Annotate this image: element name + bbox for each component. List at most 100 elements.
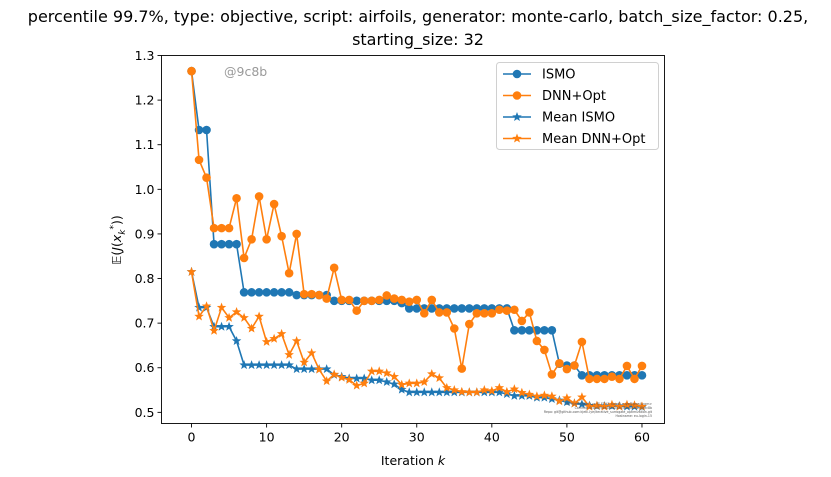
- data-point: [337, 295, 346, 305]
- data-point: [307, 289, 316, 299]
- data-point: [246, 323, 257, 333]
- data-point: [465, 319, 474, 329]
- data-point: [539, 390, 550, 400]
- data-point: [321, 376, 332, 386]
- data-point: [277, 231, 286, 241]
- y-tick-label: 0.6: [135, 360, 155, 375]
- legend-label: Mean DNN+Opt: [542, 132, 646, 147]
- data-point: [254, 288, 264, 297]
- data-point: [577, 399, 587, 409]
- data-point: [412, 304, 422, 313]
- data-point: [449, 385, 460, 395]
- data-point: [569, 398, 580, 408]
- data-point: [517, 316, 527, 326]
- data-point: [427, 387, 437, 397]
- data-point: [547, 391, 557, 401]
- data-point: [329, 369, 339, 379]
- data-point: [202, 173, 211, 183]
- data-point: [412, 387, 422, 397]
- data-point: [367, 296, 377, 306]
- data-point: [239, 360, 249, 370]
- legend-entry-mean-dnn-opt: Mean DNN+Opt: [503, 132, 646, 147]
- data-point: [261, 360, 272, 370]
- watermark: @9c8b: [224, 64, 267, 79]
- data-point: [359, 296, 369, 306]
- footnote-line-4: Hostname: eu-login-15: [616, 414, 653, 418]
- x-tick-label: 10: [259, 430, 275, 445]
- data-point: [404, 297, 414, 307]
- data-point: [186, 266, 197, 276]
- data-point: [449, 324, 459, 333]
- legend-box: [496, 62, 659, 150]
- x-axis-label: Iteration k: [381, 453, 446, 468]
- x-tick-label: 0: [188, 430, 196, 445]
- data-point: [404, 304, 414, 313]
- legend-entry-dnn-opt: DNN+Opt: [503, 89, 606, 104]
- data-point: [209, 239, 219, 249]
- footnote: By Kjetil Olsen Lye @ ETHZ <kjetil.o.lye…: [544, 402, 653, 418]
- data-point: [389, 371, 399, 381]
- legend-label: Mean ISMO: [542, 111, 615, 126]
- data-point: [299, 364, 309, 374]
- data-point: [457, 304, 467, 313]
- legend-label: ISMO: [542, 68, 576, 83]
- data-point: [374, 295, 384, 305]
- y-axis-label: 𝔼(J(xk*)): [109, 215, 128, 264]
- data-point: [442, 387, 452, 397]
- legend-entry-ismo: ISMO: [503, 68, 576, 83]
- data-point: [540, 345, 549, 355]
- data-point: [396, 384, 407, 394]
- data-point: [472, 387, 482, 397]
- data-point: [637, 371, 647, 380]
- data-point: [187, 66, 196, 76]
- data-point: [457, 364, 467, 373]
- data-point: [292, 229, 301, 239]
- data-point: [457, 386, 467, 396]
- data-point: [592, 400, 602, 410]
- data-point: [292, 290, 301, 300]
- data-point: [479, 385, 490, 395]
- data-point: [351, 380, 362, 390]
- data-point: [502, 306, 512, 315]
- data-point: [247, 288, 256, 297]
- data-point: [262, 234, 271, 244]
- data-point: [577, 392, 587, 402]
- legend: ISMO DNN+Opt Mean ISMO Mean DNN+Opt: [496, 62, 659, 150]
- data-point: [314, 364, 324, 374]
- data-point: [202, 125, 211, 135]
- data-point: [254, 311, 264, 321]
- x-axis-label-text: Iteration: [381, 453, 438, 468]
- data-point: [224, 239, 234, 249]
- y-tick-label: 0.5: [135, 405, 155, 420]
- data-point: [412, 295, 422, 305]
- data-point: [239, 312, 249, 322]
- data-point: [562, 393, 572, 403]
- data-point: [472, 309, 482, 318]
- data-point: [224, 223, 234, 233]
- data-point: [284, 288, 294, 297]
- data-point: [231, 335, 242, 346]
- data-point: [321, 364, 332, 374]
- data-point: [397, 295, 407, 305]
- x-tick-label: 50: [559, 430, 575, 445]
- data-point: [209, 223, 219, 233]
- legend-marker: [512, 133, 522, 143]
- data-point: [216, 321, 227, 331]
- y-tick-label: 1.1: [135, 137, 155, 152]
- data-point: [637, 361, 647, 371]
- data-point: [509, 384, 520, 394]
- data-point: [276, 328, 287, 338]
- y-tick-label: 1.2: [135, 93, 155, 108]
- data-point: [584, 401, 595, 411]
- data-point: [306, 348, 317, 358]
- data-point: [299, 289, 309, 299]
- data-point: [194, 155, 204, 165]
- data-point: [284, 268, 294, 278]
- axes-frame: [161, 55, 665, 424]
- data-point: [359, 373, 369, 383]
- data-point: [254, 192, 264, 201]
- data-point: [510, 305, 519, 315]
- data-point: [427, 295, 437, 305]
- data-point: [277, 288, 286, 297]
- series-dnn-opt: [187, 66, 647, 384]
